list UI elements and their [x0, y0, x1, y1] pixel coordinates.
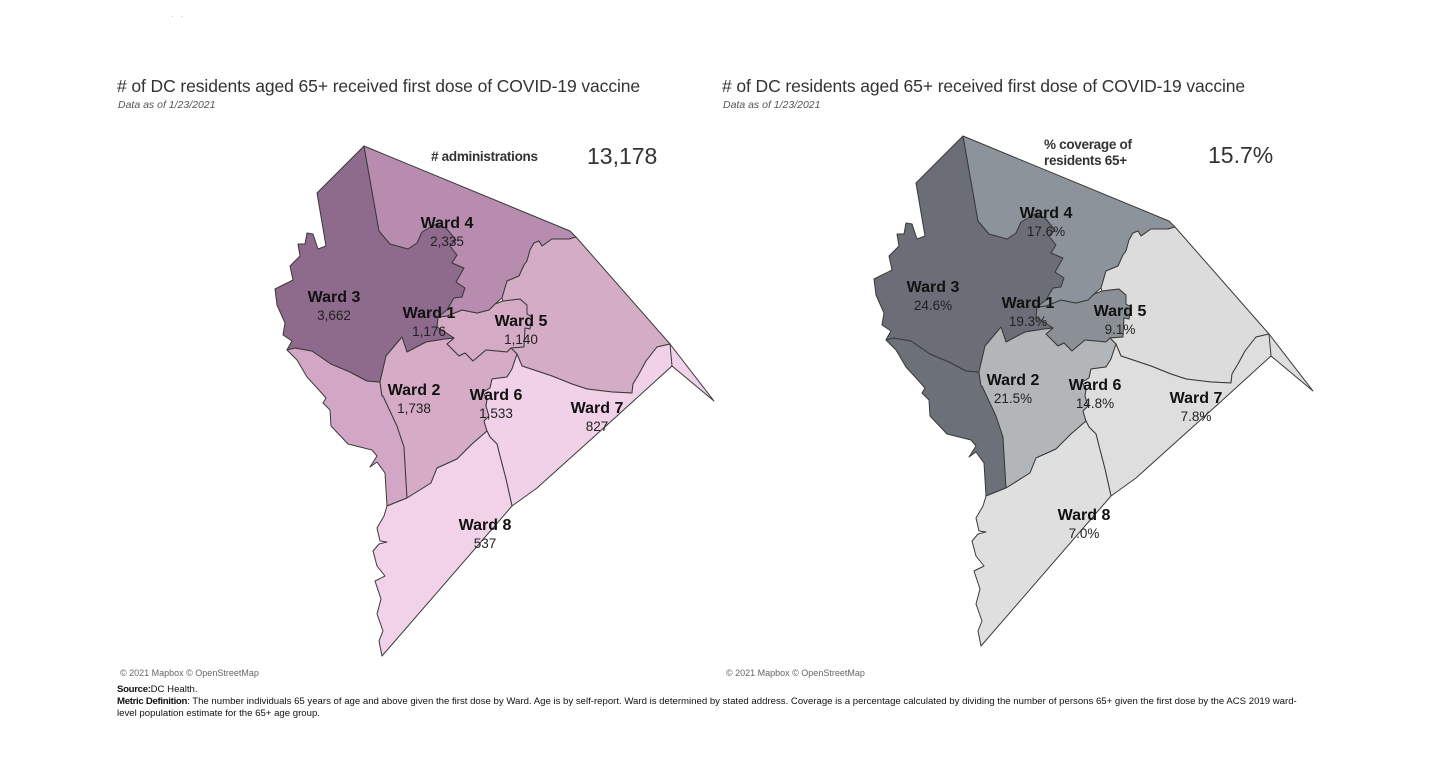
footer-notes: Source:DC Health. Metric Definition: The…	[117, 684, 1297, 721]
ward-name-label: Ward 7	[1170, 390, 1223, 407]
coverage-panel: # of DC residents aged 65+ received firs…	[722, 76, 1322, 681]
map-attribution[interactable]: © 2021 Mapbox © OpenStreetMap	[117, 667, 262, 679]
ward-value-label: 1,738	[397, 401, 431, 416]
ward-name-label: Ward 5	[495, 313, 548, 330]
ward-value-label: 9.1%	[1105, 322, 1136, 337]
ward-value-label: 537	[474, 536, 497, 551]
kpi-label: % coverage of residents 65+	[1044, 137, 1132, 169]
ward-value-label: 3,662	[317, 308, 351, 323]
kpi-value: 13,178	[587, 143, 658, 169]
ward-name-label: Ward 4	[421, 215, 474, 232]
source-line: Source:DC Health.	[117, 684, 1297, 696]
ward-value-label: 2,335	[430, 234, 464, 249]
ward-name-label: Ward 1	[1002, 295, 1055, 312]
ward-name-label: Ward 3	[907, 279, 960, 296]
kpi-value: 15.7%	[1208, 142, 1274, 168]
ward-value-label: 21.5%	[994, 391, 1032, 406]
ward-value-label: 17.6%	[1027, 224, 1065, 239]
ward-value-label: 7.8%	[1181, 409, 1212, 424]
ward-name-label: Ward 3	[308, 289, 361, 306]
ward-name-label: Ward 8	[1058, 507, 1111, 524]
ward-value-label: 1,533	[479, 406, 513, 421]
ward-value-label: 24.6%	[914, 298, 952, 313]
decorative-dots: ··	[171, 12, 191, 21]
ward-value-label: 19.3%	[1009, 314, 1047, 329]
ward-name-label: Ward 6	[470, 387, 523, 404]
definition-line: Metric Definition: The number individual…	[117, 696, 1297, 720]
ward-name-label: Ward 4	[1020, 205, 1073, 222]
kpi-label-line1: % coverage of	[1044, 137, 1132, 152]
ward-value-label: 7.0%	[1069, 526, 1100, 541]
ward-map-administrations: Ward 1 1,176 Ward 2 1,738 Ward 3 3,662 Ward 4 2…	[274, 145, 715, 657]
ward-name-label: Ward 8	[459, 517, 512, 534]
chart-title: # of DC residents aged 65+ received firs…	[722, 76, 1246, 96]
ward-name-label: Ward 2	[388, 382, 441, 399]
ward-value-label: 14.8%	[1076, 396, 1114, 411]
ward-name-label: Ward 2	[987, 372, 1040, 389]
ward-value-label: 1,176	[412, 324, 446, 339]
ward-map-coverage: Ward 1 19.3% Ward 2 21.5% Ward 3 24.6% Ward 4 1…	[873, 135, 1314, 647]
administrations-panel: # of DC residents aged 65+ received firs…	[117, 76, 717, 681]
data-date: Data as of 1/23/2021	[118, 99, 216, 111]
definition-text: : The number individuals 65 years of age…	[117, 696, 1297, 720]
kpi-label-line2: residents 65+	[1044, 153, 1127, 168]
ward-name-label: Ward 6	[1069, 377, 1122, 394]
chart-title: # of DC residents aged 65+ received firs…	[117, 76, 641, 96]
definition-label: Metric Definition	[117, 696, 188, 708]
ward-value-label: 1,140	[504, 332, 538, 347]
ward-name-label: Ward 7	[571, 400, 624, 417]
ward-name-label: Ward 5	[1094, 303, 1147, 320]
kpi-label: # administrations	[431, 149, 538, 164]
ward-region-ward-8[interactable]	[971, 420, 1112, 647]
data-date: Data as of 1/23/2021	[723, 99, 821, 111]
source-text: DC Health.	[150, 684, 198, 695]
ward-region-ward-8[interactable]	[372, 430, 513, 657]
source-label: Source:	[117, 684, 151, 695]
ward-value-label: 827	[586, 419, 609, 434]
ward-name-label: Ward 1	[403, 305, 456, 322]
map-attribution[interactable]: © 2021 Mapbox © OpenStreetMap	[723, 667, 868, 679]
